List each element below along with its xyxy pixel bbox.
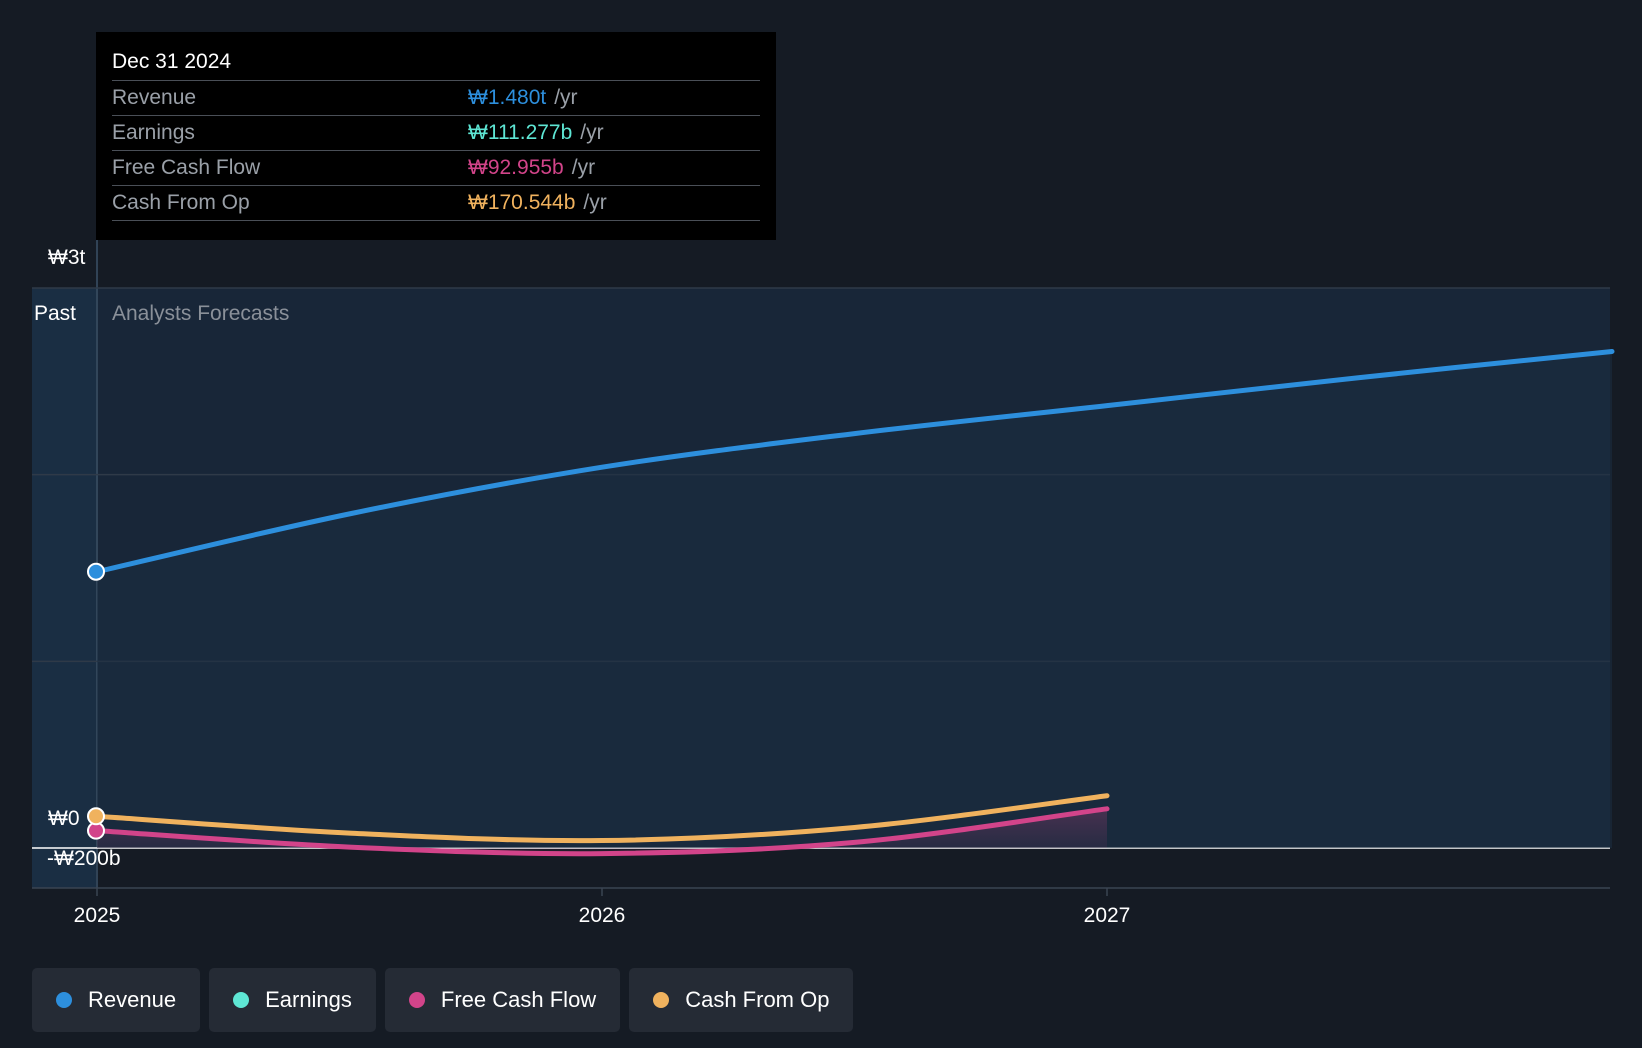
legend-dot-icon [56,992,72,1008]
legend-label: Cash From Op [685,987,830,1012]
tooltip-row-free-cash-flow: Free Cash Flow ₩92.955b /yr [112,151,760,186]
legend-item-cash-from-op[interactable]: Cash From Op [629,968,854,1032]
tooltip-row-cash-from-op: Cash From Op ₩170.544b /yr [112,186,760,221]
tooltip-value: ₩92.955b [468,156,564,179]
revenue-area [97,351,1612,848]
tooltip-unit: /yr [554,86,578,109]
x-tick-label: 2026 [579,904,626,927]
legend-item-earnings[interactable]: Earnings [209,968,376,1032]
tooltip-row-revenue: Revenue ₩1.480t /yr [112,81,760,116]
tooltip-label: Revenue [112,86,197,109]
legend-label: Earnings [265,987,352,1012]
tooltip-label: Cash From Op [112,191,250,214]
chart-plot: ₩3t ₩0 -₩200b 2025 2026 2027 Past Analysts F… [32,240,1615,927]
tooltip: Dec 31 2024 Revenue ₩1.480t /yr Earnings… [96,32,776,240]
cash-from-op-line [94,793,1110,844]
tooltip-unit: /yr [571,156,596,179]
past-region [32,288,96,888]
tooltip-value: ₩111.277b [468,121,573,144]
forecast-label: Analysts Forecasts [112,302,289,325]
tooltip-unit: /yr [583,191,607,214]
legend: Revenue Earnings Free Cash Flow Cash Fro… [32,968,854,1032]
legend-item-free-cash-flow[interactable]: Free Cash Flow [384,968,621,1032]
cash-from-op-marker [87,807,105,826]
free-cash-flow-line [94,806,1110,857]
tooltip-unit: /yr [580,121,604,144]
legend-dot-icon [408,992,425,1008]
y-tick-label: ₩3t [48,246,86,269]
y-tick-label: -₩200b [47,847,121,870]
tooltip-row-earnings: Earnings ₩111.277b /yr [112,116,760,151]
legend-label: Revenue [88,987,177,1012]
tooltip-date: Dec 31 2024 [112,46,760,81]
tooltip-label: Free Cash Flow [112,156,261,179]
tooltip-value: ₩1.480t [468,86,547,109]
tooltip-value: ₩170.544b [468,191,576,214]
legend-dot-icon [653,992,670,1008]
tooltip-label: Earnings [112,121,195,144]
past-label: Past [34,302,76,325]
x-tick-label: 2025 [74,904,121,927]
legend-dot-icon [233,992,250,1008]
legend-label: Free Cash Flow [440,987,597,1012]
y-tick-label: ₩0 [48,807,80,830]
x-tick-label: 2027 [1084,904,1131,927]
revenue-line [94,348,1615,575]
revenue-marker [87,562,105,581]
legend-item-revenue[interactable]: Revenue [32,968,201,1032]
